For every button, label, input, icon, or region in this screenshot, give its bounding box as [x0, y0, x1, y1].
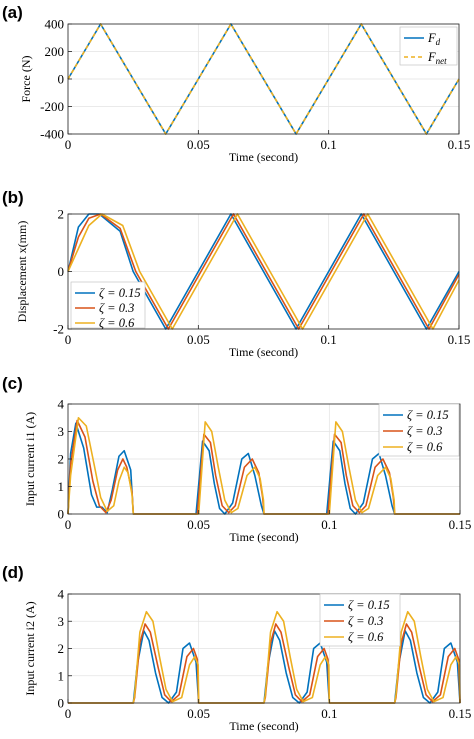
- y-tick-label: 1: [58, 668, 65, 683]
- y-tick-label: 0: [58, 72, 65, 87]
- y-tick-label: 2: [58, 207, 65, 222]
- x-tick-label: 0: [65, 332, 72, 347]
- x-tick-label: 0.05: [187, 332, 210, 347]
- legend-label: ζ = 0.15: [407, 408, 449, 422]
- y-tick-label: 0: [58, 507, 65, 522]
- x-axis-label: Time (second): [229, 530, 298, 544]
- y-tick-label: -2: [53, 322, 64, 337]
- chart-panel: (c) 0 0.05 0.1 0.15 0 1 2 3 4 Time (second) Input c…: [2, 374, 471, 544]
- legend-label: ζ = 0.3: [348, 614, 383, 628]
- y-tick-label: 3: [58, 424, 65, 439]
- panel-label: (a): [2, 3, 23, 22]
- chart-panel: (d) 0 0.05 0.1 0.15 0 1 2 3 4 Time (second) Input c…: [2, 563, 471, 733]
- panel-label: (c): [2, 374, 23, 393]
- legend-label: ζ = 0.15: [348, 598, 390, 612]
- x-axis-label: Time (second): [229, 345, 298, 359]
- y-tick-label: 1: [58, 479, 65, 494]
- legend-label: ζ = 0.15: [99, 286, 141, 300]
- legend-box: [399, 26, 458, 66]
- x-tick-label: 0: [65, 706, 72, 721]
- x-tick-label: 0: [65, 137, 72, 152]
- legend-label: ζ = 0.3: [407, 424, 442, 438]
- x-tick-label: 0.15: [448, 332, 471, 347]
- x-tick-label: 0.05: [187, 706, 210, 721]
- legend-label: ζ = 0.6: [99, 316, 135, 330]
- y-tick-label: 2: [58, 641, 65, 656]
- y-axis-label: Displacement x(mm): [15, 221, 29, 323]
- legend-box: [70, 281, 146, 329]
- legend-label: ζ = 0.6: [348, 630, 384, 644]
- y-tick-label: 2: [58, 452, 65, 467]
- x-tick-label: 0: [65, 517, 72, 532]
- x-tick-label: 0.05: [187, 137, 210, 152]
- x-tick-label: 0.1: [321, 517, 337, 532]
- legend: ζ = 0.15ζ = 0.3ζ = 0.6: [70, 281, 146, 330]
- x-tick-label: 0.15: [449, 706, 472, 721]
- x-axis-label: Time (second): [229, 719, 298, 733]
- series-line: [68, 623, 461, 704]
- x-tick-label: 0.1: [321, 137, 337, 152]
- y-tick-label: -400: [40, 127, 64, 142]
- x-tick-label: 0.1: [321, 706, 337, 721]
- x-tick-label: 0.1: [321, 332, 337, 347]
- y-axis-label: Force (N): [19, 56, 33, 103]
- y-axis-label: Input current i2 (A): [23, 601, 37, 695]
- y-tick-label: 400: [45, 17, 65, 32]
- y-axis-label: Input current i1 (A): [23, 412, 37, 506]
- y-tick-label: 0: [58, 264, 65, 279]
- panel-label: (b): [2, 188, 24, 207]
- series-line: [67, 213, 460, 330]
- series-line: [67, 416, 460, 515]
- legend: ζ = 0.15 ζ = 0.3 ζ = 0.6: [319, 593, 401, 647]
- y-tick-label: 4: [58, 587, 65, 602]
- x-tick-label: 0.15: [448, 137, 471, 152]
- y-tick-label: 3: [58, 614, 65, 629]
- series-line: [67, 213, 460, 330]
- y-tick-label: 0: [58, 696, 65, 711]
- panel-label: (d): [2, 563, 24, 582]
- x-tick-label: 0.05: [187, 517, 210, 532]
- series-line: [67, 23, 460, 135]
- y-tick-label: -200: [40, 99, 64, 114]
- legend-label: ζ = 0.6: [407, 440, 443, 454]
- legend-label: ζ = 0.3: [99, 301, 134, 315]
- legend: ζ = 0.15 ζ = 0.3 ζ = 0.6: [378, 403, 460, 457]
- series-line: [68, 610, 461, 704]
- x-axis-label: Time (second): [229, 150, 298, 164]
- series-line: [68, 629, 461, 704]
- y-tick-label: 4: [58, 397, 65, 412]
- x-tick-label: 0.15: [449, 517, 472, 532]
- y-tick-label: 200: [45, 44, 65, 59]
- chart-panel: (a) 0 0.05 0.1 0.15 -400 -200 0 200 400 Time (seco…: [2, 3, 470, 164]
